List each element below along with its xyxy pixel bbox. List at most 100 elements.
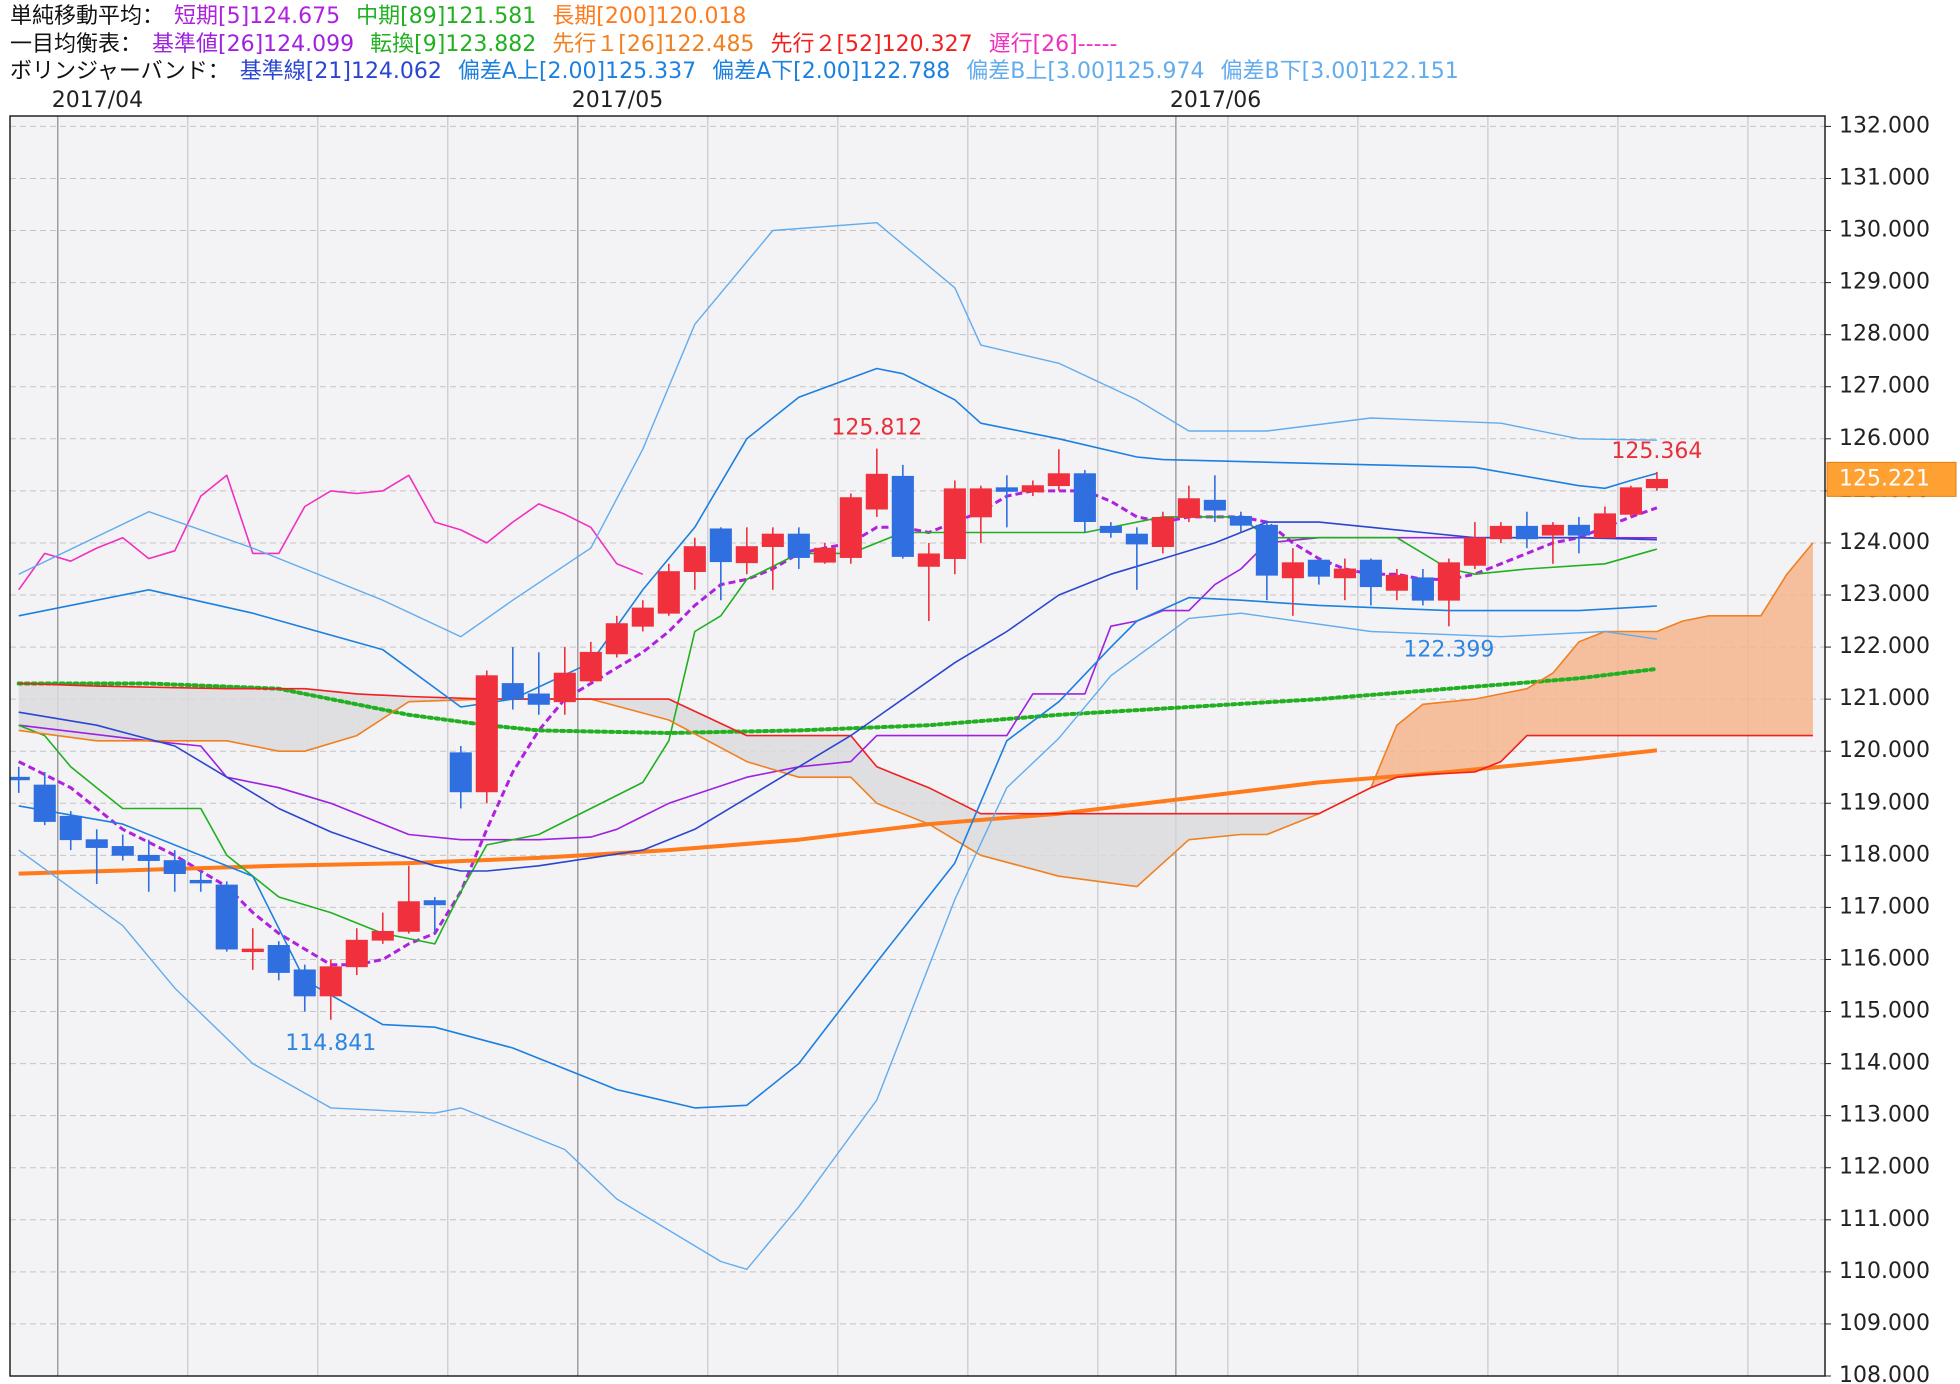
indicator-line xyxy=(18,489,1658,967)
candle-body xyxy=(33,784,56,822)
candle-body xyxy=(1567,524,1590,536)
indicator-line xyxy=(18,536,1657,841)
candle-body xyxy=(813,547,836,563)
legend-entry: 基準値[26]124.099 xyxy=(152,32,354,57)
indicator-line xyxy=(18,521,1657,872)
high-label: 125.812 xyxy=(831,416,922,441)
x-tick-label: 2017/06 xyxy=(1170,88,1261,113)
candle-body xyxy=(735,546,758,564)
candle-body xyxy=(1541,524,1564,536)
cloud xyxy=(850,735,877,804)
cloud xyxy=(798,735,851,778)
cloud xyxy=(1578,631,1605,736)
candle-body xyxy=(1151,517,1174,547)
y-tick-label: 129.000 xyxy=(1839,270,1930,295)
cloud xyxy=(304,688,357,752)
candle-body xyxy=(917,553,940,567)
plot-frame xyxy=(9,115,1826,1377)
cloud xyxy=(1058,813,1137,887)
y-tick-label: 123.000 xyxy=(1839,582,1930,607)
candle-body xyxy=(1593,513,1616,539)
candle-body xyxy=(1203,499,1226,511)
indicator-line xyxy=(18,682,1813,815)
candle-body xyxy=(371,930,394,941)
indicator-line xyxy=(18,596,1657,1109)
indicator-line xyxy=(18,222,1657,638)
cloud xyxy=(1630,631,1657,736)
indicator-line xyxy=(18,474,644,591)
candle-body xyxy=(241,948,264,953)
candle-body xyxy=(111,846,134,856)
cloud xyxy=(1708,615,1735,736)
candle-body xyxy=(1099,525,1122,533)
candle-body xyxy=(787,533,810,558)
cloud xyxy=(356,693,409,736)
candle-body xyxy=(761,533,784,547)
candle-body xyxy=(215,884,238,950)
cloud xyxy=(278,688,305,752)
candle-body xyxy=(59,815,82,841)
candle-body xyxy=(865,473,888,510)
candle-body xyxy=(85,839,108,848)
candle-body xyxy=(1333,568,1356,579)
legend-entry: 長期[200]120.018 xyxy=(552,4,746,29)
y-tick-label: 116.000 xyxy=(1839,946,1930,971)
candle-body xyxy=(943,488,966,559)
candle-body xyxy=(397,901,420,932)
candle-body xyxy=(1619,487,1642,515)
candle-body xyxy=(579,651,602,682)
y-tick-label: 112.000 xyxy=(1839,1155,1930,1180)
candle-body xyxy=(1073,473,1096,522)
cloud xyxy=(1500,688,1527,762)
cloud xyxy=(1396,704,1423,778)
candle-body xyxy=(423,900,446,906)
indicator-line xyxy=(18,367,1658,708)
cloud xyxy=(226,688,279,752)
x-tick-label: 2017/05 xyxy=(572,88,663,113)
candle-body xyxy=(631,607,654,627)
y-tick-label: 121.000 xyxy=(1839,686,1930,711)
indicator-line xyxy=(18,612,1658,1270)
y-tick-label: 120.000 xyxy=(1839,738,1930,763)
cloud xyxy=(1682,615,1709,736)
candle-body xyxy=(189,879,212,884)
y-tick-label: 111.000 xyxy=(1839,1207,1930,1232)
cloud xyxy=(980,813,1059,877)
candle-body xyxy=(553,672,576,703)
candle-body xyxy=(1437,562,1460,601)
price-tag-label: 125.221 xyxy=(1839,466,1930,491)
cloud xyxy=(1604,631,1631,736)
cloud xyxy=(18,683,97,741)
cloud xyxy=(1526,673,1553,736)
candle-body xyxy=(969,488,992,518)
y-tick-label: 109.000 xyxy=(1839,1311,1930,1336)
indicator-line xyxy=(18,516,1658,945)
plot-area xyxy=(10,116,1825,1376)
cloud xyxy=(876,766,929,825)
axes: 単純移動平均： 短期[5]124.675 中期[89]121.581 長期[200]1… xyxy=(10,4,1957,1384)
legend-entry: 偏差A下[2.00]122.788 xyxy=(712,59,950,84)
cloud xyxy=(1760,574,1787,736)
candle-body xyxy=(137,854,160,861)
legend-entry: 遅行[26]----- xyxy=(989,32,1118,57)
candle-body xyxy=(475,675,498,793)
candle-body xyxy=(1177,498,1200,518)
y-tick-label: 115.000 xyxy=(1839,999,1930,1024)
low-label: 114.841 xyxy=(285,1031,376,1056)
y-tick-label: 114.000 xyxy=(1839,1051,1930,1076)
y-tick-label: 113.000 xyxy=(1839,1103,1930,1128)
cloud xyxy=(1188,813,1241,840)
high-label: 125.364 xyxy=(1611,439,1702,464)
candle-body xyxy=(1255,524,1278,576)
y-tick-label: 128.000 xyxy=(1839,322,1930,347)
candle-body xyxy=(10,776,30,781)
legend-group-title: 単純移動平均： xyxy=(10,4,164,29)
y-tick-label: 122.000 xyxy=(1839,634,1930,659)
candle-body xyxy=(1385,574,1408,591)
candle-body xyxy=(1489,525,1512,540)
candle-body xyxy=(1359,559,1382,588)
candle-body xyxy=(1463,537,1486,566)
candle-body xyxy=(267,945,290,973)
legend-entry: 短期[5]124.675 xyxy=(174,4,340,29)
y-tick-label: 130.000 xyxy=(1839,218,1930,243)
